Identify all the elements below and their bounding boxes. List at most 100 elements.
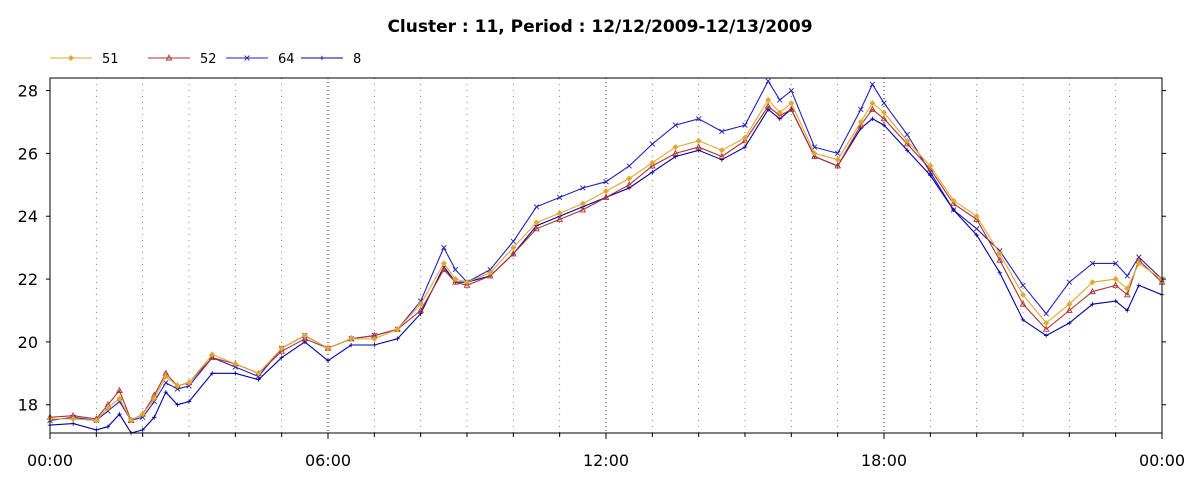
data-point bbox=[1112, 281, 1120, 288]
data-point bbox=[695, 143, 703, 150]
data-point bbox=[579, 200, 586, 207]
data-point bbox=[870, 116, 875, 122]
data-point bbox=[741, 134, 749, 141]
y-tick-label: 20 bbox=[18, 333, 38, 352]
data-point bbox=[301, 335, 309, 342]
legend-label: 64 bbox=[278, 52, 295, 67]
data-point bbox=[162, 373, 169, 380]
data-point bbox=[1043, 333, 1049, 338]
data-point bbox=[811, 152, 818, 159]
data-point bbox=[174, 382, 181, 389]
data-point bbox=[1113, 298, 1118, 304]
data-point bbox=[1136, 283, 1142, 288]
data-point bbox=[163, 389, 169, 395]
data-point bbox=[117, 411, 122, 417]
x-tick-label: 00:00 bbox=[1139, 451, 1185, 470]
data-point bbox=[869, 105, 876, 112]
data-point bbox=[209, 351, 216, 358]
data-point bbox=[116, 386, 123, 394]
y-tick-label: 18 bbox=[18, 396, 38, 415]
data-point bbox=[950, 199, 957, 207]
data-point bbox=[787, 105, 795, 112]
y-tick-label: 28 bbox=[18, 82, 38, 101]
data-point bbox=[208, 353, 216, 361]
data-point bbox=[626, 163, 632, 169]
x-tick-label: 06:00 bbox=[305, 451, 351, 470]
data-point bbox=[1112, 276, 1119, 283]
data-point bbox=[788, 87, 795, 94]
data-point bbox=[463, 279, 471, 286]
data-point bbox=[996, 250, 1003, 257]
data-point bbox=[1125, 308, 1130, 313]
data-point bbox=[325, 358, 331, 363]
data-point bbox=[1066, 301, 1073, 308]
data-point bbox=[93, 417, 100, 424]
data-point bbox=[319, 55, 325, 61]
data-point bbox=[672, 122, 679, 128]
data-point bbox=[452, 266, 459, 273]
data-point bbox=[1090, 301, 1095, 307]
x-tick-label: 18:00 bbox=[861, 451, 907, 470]
legend: 51 52 64 8 bbox=[50, 52, 361, 67]
data-point bbox=[67, 54, 75, 62]
data-point bbox=[533, 225, 540, 232]
data-point bbox=[1067, 320, 1072, 326]
data-point bbox=[371, 335, 378, 342]
data-point bbox=[301, 332, 308, 339]
data-point bbox=[950, 197, 957, 204]
y-tick-label: 24 bbox=[18, 207, 38, 226]
data-point bbox=[175, 402, 180, 407]
data-point bbox=[650, 170, 655, 175]
x-tick-label: 12:00 bbox=[583, 451, 629, 470]
data-point bbox=[487, 269, 494, 276]
legend-label: 8 bbox=[353, 52, 361, 67]
x-tick-label: 00:00 bbox=[27, 451, 73, 470]
chart-title: Cluster : 11, Period : 12/12/2009-12/13/… bbox=[387, 17, 812, 37]
data-point bbox=[857, 118, 864, 126]
data-point bbox=[973, 226, 980, 232]
data-point bbox=[880, 109, 888, 116]
legend-label: 51 bbox=[102, 52, 119, 67]
data-point bbox=[834, 150, 841, 157]
data-point bbox=[1066, 279, 1073, 285]
legend-item-51: 51 bbox=[50, 52, 119, 67]
data-point bbox=[1089, 279, 1096, 286]
legend-item-64: 64 bbox=[226, 52, 295, 67]
data-point bbox=[533, 204, 540, 210]
data-point bbox=[186, 383, 192, 389]
data-point bbox=[904, 148, 910, 153]
grid-lines bbox=[95, 78, 1117, 433]
data-point bbox=[903, 140, 911, 147]
series-line-51 bbox=[50, 99, 1163, 422]
data-point bbox=[533, 219, 540, 226]
data-point bbox=[278, 345, 285, 352]
data-point bbox=[140, 427, 145, 433]
data-point bbox=[556, 210, 563, 217]
data-point bbox=[556, 215, 564, 222]
data-point bbox=[70, 421, 76, 426]
data-point bbox=[417, 301, 424, 308]
data-point bbox=[602, 188, 610, 195]
data-point bbox=[174, 386, 181, 392]
data-point bbox=[626, 175, 633, 182]
data-point bbox=[1043, 320, 1050, 327]
y-axis: 18 20 22 24 26 28 bbox=[18, 82, 1166, 415]
data-point bbox=[997, 270, 1003, 275]
data-point bbox=[372, 342, 377, 348]
series-line-8 bbox=[49, 108, 1163, 434]
data-point bbox=[1019, 291, 1027, 298]
data-point bbox=[718, 152, 726, 159]
data-point bbox=[417, 298, 424, 304]
data-point bbox=[719, 128, 725, 135]
data-point bbox=[869, 100, 876, 107]
data-point bbox=[510, 238, 517, 245]
data-point bbox=[672, 149, 679, 156]
data-point bbox=[232, 364, 239, 370]
data-point bbox=[951, 207, 956, 213]
data-point bbox=[580, 185, 586, 191]
data-point bbox=[973, 213, 980, 220]
data-point bbox=[209, 371, 215, 376]
data-point bbox=[1020, 317, 1026, 323]
data-point bbox=[904, 131, 910, 138]
data-point bbox=[1019, 300, 1027, 307]
